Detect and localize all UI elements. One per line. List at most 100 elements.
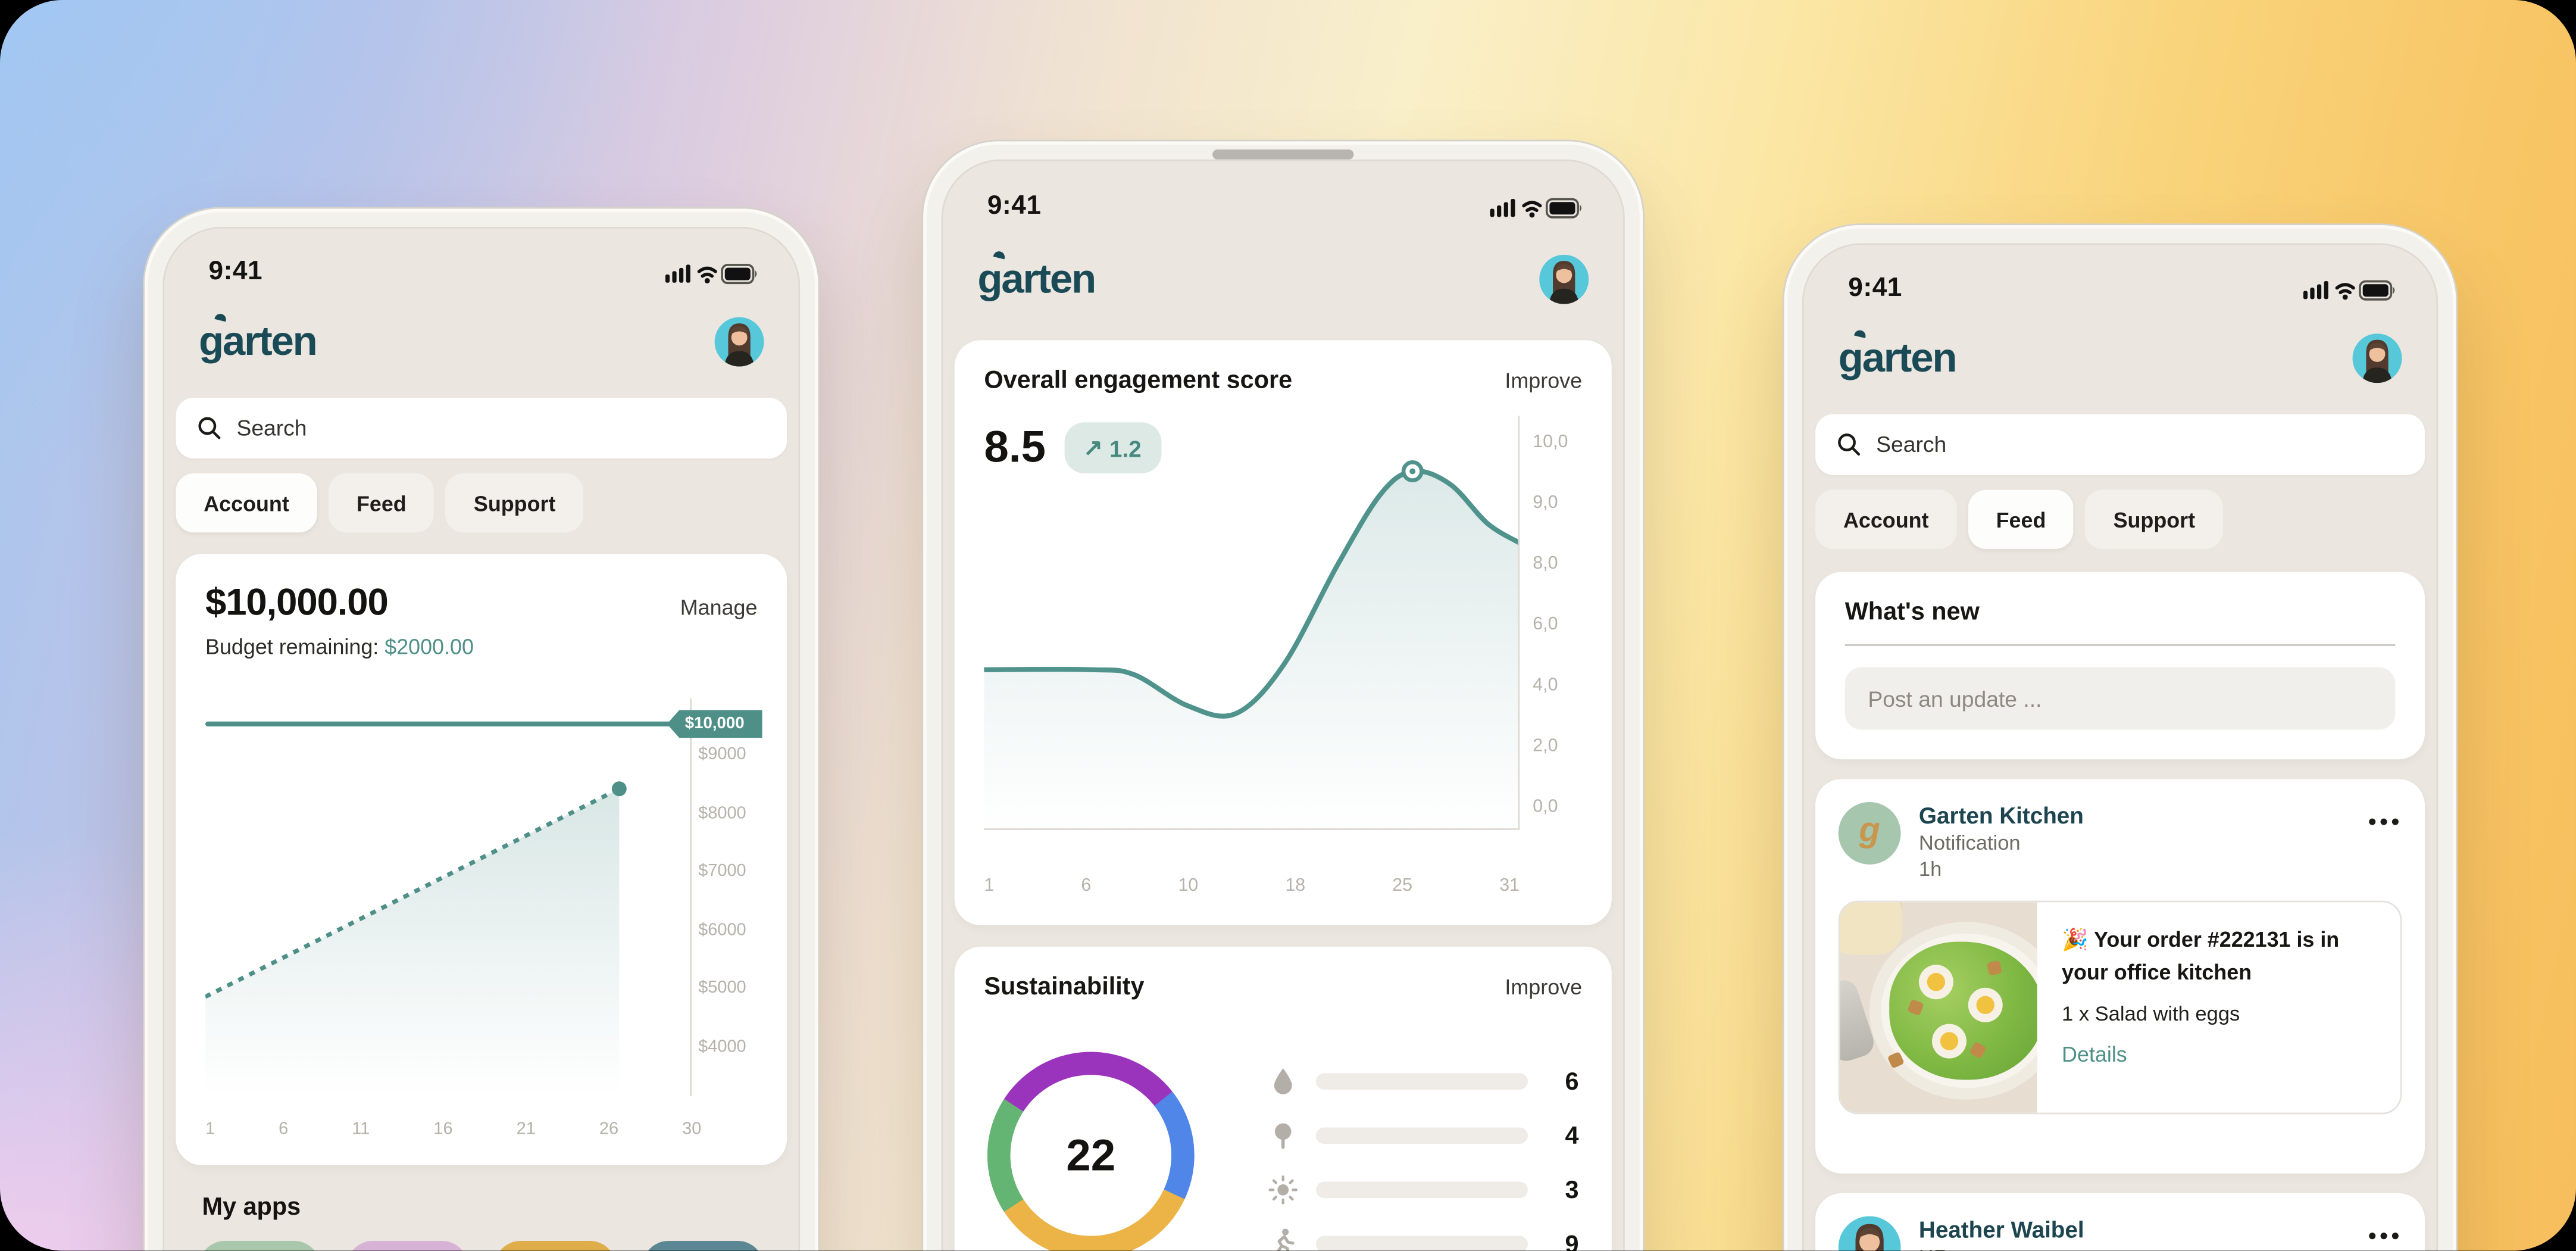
profile-avatar[interactable] <box>714 317 764 367</box>
order-card: 🎉 Your order #222131 is in your office k… <box>1838 900 2402 1115</box>
axis-label: 11 <box>352 1119 370 1139</box>
improve-link[interactable]: Improve <box>1505 974 1583 1000</box>
metric-bar-track <box>1315 1236 1528 1251</box>
sustainability-body: 22 6 4 3 9 <box>984 1052 1579 1251</box>
trend-up-icon: ↗ <box>1083 433 1103 460</box>
status-time: 9:41 <box>1848 274 1902 302</box>
runner-icon <box>1264 1228 1303 1251</box>
status-time: 9:41 <box>987 192 1042 220</box>
axis-label: $5000 <box>698 978 746 999</box>
search-input[interactable]: Search <box>1815 414 2425 475</box>
status-bar: 9:41 <box>209 258 761 288</box>
axis-label: $7000 <box>698 861 746 881</box>
metric-row: 9 <box>1264 1228 1579 1251</box>
axis-label: 21 <box>516 1119 536 1139</box>
axis-label: 10,0 <box>1533 432 1568 453</box>
axis-label: 10 <box>1178 876 1199 896</box>
score-delta-value: 1.2 <box>1109 435 1142 461</box>
axis-label: 8,0 <box>1533 554 1558 574</box>
status-icons <box>2303 277 2399 301</box>
my-apps-tiles <box>198 1240 764 1251</box>
axis-label: $4000 <box>698 1037 746 1057</box>
feed-name[interactable]: Heather Waibel <box>1918 1216 2084 1243</box>
status-time: 9:41 <box>208 258 263 286</box>
score-delta-badge: ↗ 1.2 <box>1064 422 1161 473</box>
x-axis-line <box>984 828 1520 830</box>
axis-label: 0,0 <box>1533 797 1558 817</box>
search-input[interactable]: Search <box>176 397 787 459</box>
tab-support[interactable]: Support <box>2085 489 2224 549</box>
post-update-input[interactable]: Post an update ... <box>1845 667 2396 730</box>
metric-row: 6 <box>1264 1065 1579 1098</box>
status-icons <box>1490 195 1586 219</box>
feed-header: g Garten Kitchen Notification 1h <box>1815 779 2425 881</box>
axis-label: $8000 <box>698 803 746 823</box>
signal-wifi-battery-icon <box>1490 195 1586 219</box>
search-placeholder: Search <box>236 416 307 441</box>
axis-label: 6,0 <box>1533 614 1558 635</box>
budget-chart: $10,000 $9000 $8000 $7000 $6000 $5000 $4000 1… <box>205 698 762 1142</box>
metric-value: 6 <box>1565 1067 1579 1096</box>
feed-subtitle: Notification <box>1918 831 2021 855</box>
more-options-icon[interactable] <box>2369 1216 2399 1240</box>
axis-label: 30 <box>682 1119 702 1139</box>
axis-label: 9,0 <box>1533 493 1558 513</box>
metric-bar-track <box>1315 1073 1528 1090</box>
tree-icon <box>1264 1121 1303 1150</box>
axis-label: 25 <box>1392 876 1413 896</box>
details-link[interactable]: Details <box>2062 1041 2127 1067</box>
more-options-icon[interactable] <box>2369 802 2399 825</box>
tab-bar: Account Feed Support <box>176 473 584 533</box>
feed-name[interactable]: Garten Kitchen <box>1918 801 2084 829</box>
budget-limit-badge: $10,000 <box>667 710 762 738</box>
search-placeholder: Search <box>1876 432 1947 457</box>
axis-label: $9000 <box>698 744 746 765</box>
feed-card-garten-kitchen: g Garten Kitchen Notification 1h <box>1815 779 2425 1174</box>
profile-avatar[interactable] <box>2352 333 2402 383</box>
tab-feed[interactable]: Feed <box>329 473 434 533</box>
status-bar: 9:41 <box>1848 274 2399 304</box>
y-axis-line <box>1518 416 1520 830</box>
profile-avatar[interactable] <box>1539 254 1589 304</box>
metric-value: 4 <box>1565 1121 1579 1150</box>
tab-feed[interactable]: Feed <box>1968 489 2074 549</box>
my-apps-heading: My apps <box>202 1193 301 1221</box>
sustainability-card: Sustainability Improve 22 6 4 3 9 <box>954 946 1612 1251</box>
order-item: 1 x Salad with eggs <box>2062 1002 2240 1026</box>
heather-avatar[interactable] <box>1838 1216 1901 1251</box>
garten-logo: garten <box>1839 335 1958 382</box>
feed-card-heather-waibel: Heather Waibel HR 1h <box>1815 1193 2425 1251</box>
axis-label: 16 <box>433 1119 453 1139</box>
app-tile[interactable] <box>346 1240 468 1251</box>
improve-link[interactable]: Improve <box>1505 368 1583 393</box>
tab-support[interactable]: Support <box>445 473 584 533</box>
metric-bar-track <box>1315 1127 1528 1144</box>
phone-right-screen: 9:41 garten Search Account Feed Sup <box>1802 243 2439 1251</box>
donut-total: 22 <box>1066 1130 1116 1180</box>
phone-middle-screen: 9:41 garten Overall engagement score Imp… <box>941 159 1625 1251</box>
axis-label: 6 <box>279 1119 289 1139</box>
manage-link[interactable]: Manage <box>680 595 758 620</box>
tab-account[interactable]: Account <box>176 473 317 533</box>
engagement-title: Overall engagement score <box>984 366 1293 395</box>
app-tile[interactable] <box>642 1240 764 1251</box>
phone-middle: 9:41 garten Overall engagement score Imp… <box>923 141 1643 1251</box>
tab-account[interactable]: Account <box>1815 489 1957 549</box>
budget-remaining: Budget remaining: $2000.00 <box>205 634 474 659</box>
garten-logo: garten <box>199 318 318 366</box>
axis-label: 1 <box>984 876 995 896</box>
app-tile[interactable] <box>198 1240 321 1251</box>
engagement-score: 8.5 <box>984 422 1046 472</box>
salad-photo <box>1840 902 2037 1113</box>
axis-label: 26 <box>599 1119 619 1139</box>
garten-logo: garten <box>977 255 1096 303</box>
app-tile[interactable] <box>494 1240 617 1251</box>
engagement-score-row: 8.5 ↗ 1.2 <box>984 422 1161 473</box>
metric-row: 4 <box>1264 1119 1579 1152</box>
garten-kitchen-avatar[interactable]: g <box>1838 801 1901 865</box>
budget-remaining-value: $2000.00 <box>384 634 474 659</box>
axis-label: 4,0 <box>1533 675 1558 695</box>
budget-y-axis: $9000 $8000 $7000 $6000 $5000 $4000 <box>690 744 757 1056</box>
header: garten <box>977 254 1589 304</box>
